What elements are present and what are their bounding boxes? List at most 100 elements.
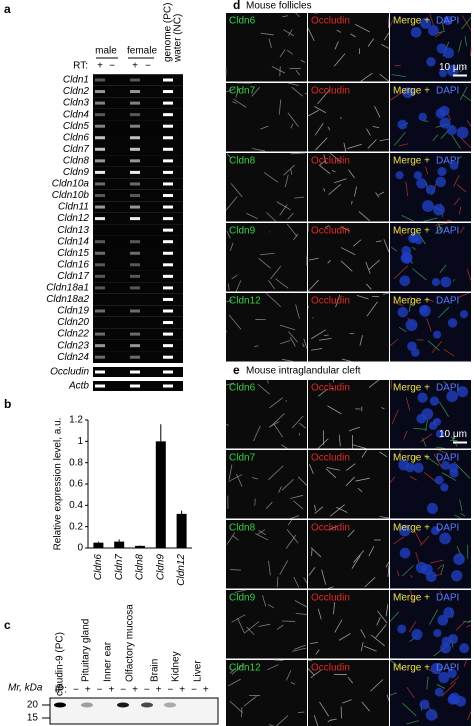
signal	[253, 425, 261, 442]
signal	[228, 464, 233, 480]
rt-sign: −	[109, 61, 115, 72]
signal	[318, 388, 328, 397]
nucleus	[419, 699, 430, 710]
gene-label: Cldn4	[63, 109, 90, 120]
signal	[329, 152, 341, 162]
signal	[436, 684, 446, 689]
signal	[260, 125, 269, 130]
signal	[351, 444, 367, 449]
gel-band	[95, 355, 105, 359]
signal	[387, 564, 390, 577]
signal	[258, 623, 271, 627]
ip-sign: +	[108, 685, 114, 696]
nucleus	[437, 166, 447, 177]
lane-label: Brain	[150, 659, 161, 682]
nucleus	[405, 319, 418, 331]
gel-band	[163, 159, 173, 163]
gene-label: Cldn18a1	[46, 283, 89, 294]
signal	[459, 499, 463, 512]
signal	[278, 99, 282, 115]
y-tick-label: 0.8	[69, 457, 83, 468]
signal	[402, 702, 417, 717]
group-label: female	[127, 46, 157, 57]
signal	[460, 512, 466, 517]
signal	[290, 494, 304, 499]
signal	[376, 616, 381, 626]
dapi-label: DAPI	[436, 16, 459, 27]
signal	[343, 142, 347, 152]
signal	[420, 433, 433, 443]
signal	[338, 434, 341, 447]
gel-band	[95, 344, 105, 348]
nucleus	[453, 553, 465, 565]
ip-sign: +	[179, 685, 185, 696]
claudin-label: Cldn12	[229, 296, 261, 307]
bar	[114, 541, 125, 548]
signal	[293, 233, 299, 241]
signal	[225, 423, 229, 426]
signal	[279, 560, 289, 575]
nucleus	[435, 108, 446, 119]
gel-band	[95, 251, 105, 255]
nucleus	[425, 571, 437, 582]
nucleus	[413, 462, 424, 473]
signal	[268, 279, 275, 290]
nucleus	[434, 687, 444, 697]
signal	[438, 449, 448, 454]
nucleus	[449, 160, 459, 170]
gel-band	[163, 332, 173, 336]
signal	[243, 621, 260, 634]
gene-label: Cldn14	[57, 236, 89, 247]
merge-label: Merge +	[393, 453, 430, 464]
signal	[405, 397, 411, 411]
nucleus	[451, 570, 463, 582]
signal	[438, 222, 442, 233]
signal	[331, 170, 336, 173]
nucleus	[459, 643, 470, 654]
signal	[396, 230, 403, 237]
signal	[453, 461, 456, 464]
signal	[443, 348, 455, 357]
signal	[231, 274, 238, 280]
signal	[327, 405, 342, 415]
signal	[409, 476, 417, 481]
signal	[311, 329, 326, 340]
signal	[319, 160, 326, 166]
gel-strip	[93, 351, 183, 363]
micrograph	[308, 590, 389, 659]
merge-label: Merge +	[393, 226, 430, 237]
signal	[285, 400, 287, 402]
gel-band	[163, 309, 173, 313]
panel-title: Mouse follicles	[246, 1, 312, 12]
signal	[402, 565, 414, 577]
signal	[413, 427, 427, 430]
merge-label: Merge +	[393, 296, 430, 307]
gel-strip	[93, 282, 183, 294]
signal	[467, 711, 472, 721]
gel-band	[130, 370, 140, 374]
y-tick-label: 1.2	[69, 415, 83, 426]
signal	[228, 678, 241, 687]
signal	[294, 644, 306, 650]
signal	[398, 143, 409, 147]
signal	[379, 451, 388, 458]
dapi-label: DAPI	[436, 86, 459, 97]
signal	[230, 183, 243, 198]
signal	[426, 676, 429, 690]
signal	[273, 659, 284, 661]
gel-band	[130, 332, 140, 336]
signal	[405, 181, 409, 197]
signal	[283, 29, 295, 37]
signal	[396, 570, 400, 577]
signal	[229, 667, 237, 674]
signal	[338, 633, 351, 641]
signal	[389, 20, 394, 27]
signal	[409, 296, 417, 302]
signal	[267, 379, 269, 384]
signal	[422, 217, 438, 222]
bar	[93, 542, 104, 548]
nucleus	[459, 310, 469, 319]
signal	[354, 186, 357, 197]
signal	[268, 38, 272, 48]
signal	[263, 172, 279, 183]
